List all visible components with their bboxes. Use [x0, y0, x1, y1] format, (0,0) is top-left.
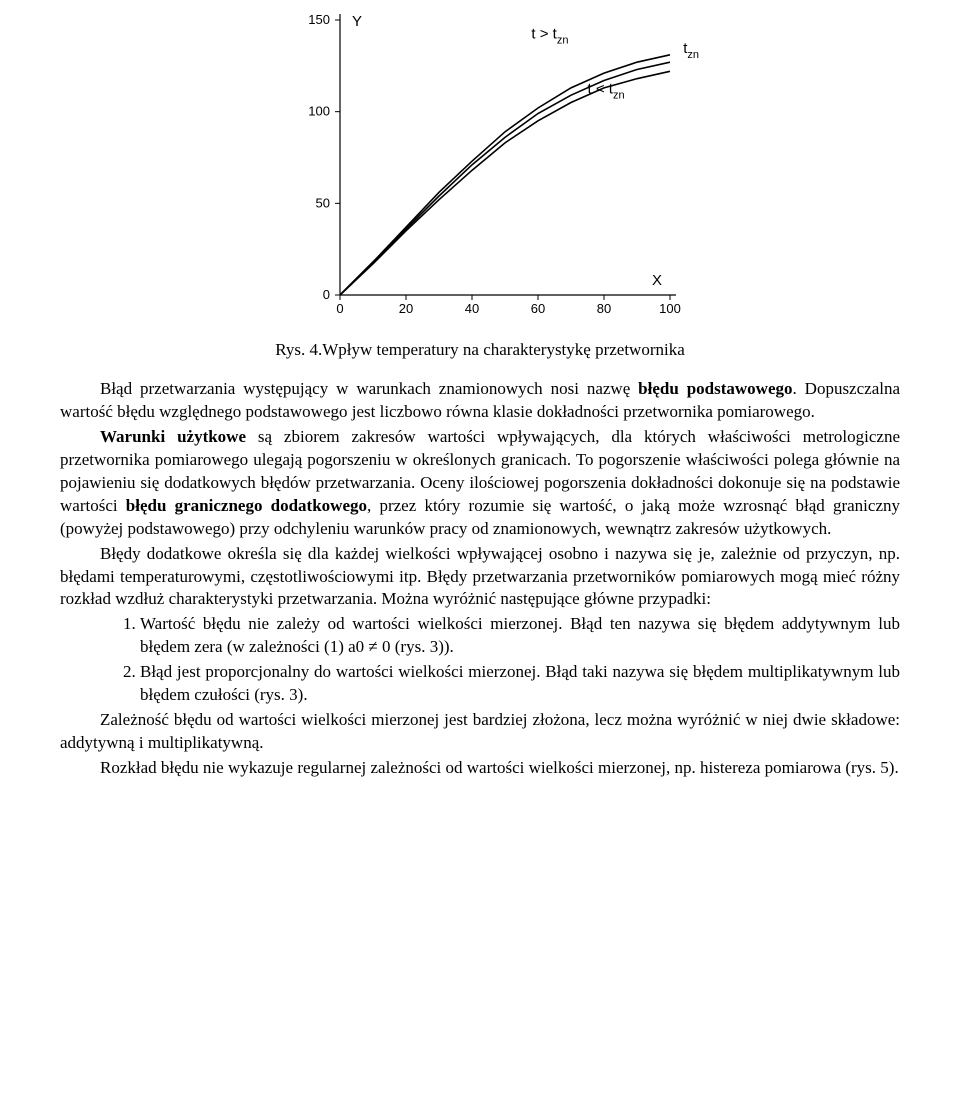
- temperature-influence-chart: 020406080100050100150XYt > tzntznt < tzn: [250, 0, 710, 330]
- case-1: Wartość błędu nie zależy od wartości wie…: [140, 613, 900, 659]
- paragraph-2: Warunki użytkowe są zbiorem zakresów war…: [60, 426, 900, 541]
- case-2: Błąd jest proporcjonalny do wartości wie…: [140, 661, 900, 707]
- svg-text:100: 100: [659, 301, 681, 316]
- svg-text:Y: Y: [352, 13, 362, 30]
- svg-text:40: 40: [465, 301, 479, 316]
- term-warunki-uzytkowe: Warunki użytkowe: [100, 427, 246, 446]
- paragraph-4: Zależność błędu od wartości wielkości mi…: [60, 709, 900, 755]
- figure-caption: Rys. 4.Wpływ temperatury na charakteryst…: [60, 340, 900, 360]
- svg-text:tzn: tzn: [683, 40, 699, 61]
- svg-text:0: 0: [323, 287, 330, 302]
- svg-text:0: 0: [336, 301, 343, 316]
- term-blad-podstawowy: błędu podstawowego: [638, 379, 792, 398]
- svg-text:20: 20: [399, 301, 413, 316]
- svg-text:X: X: [652, 272, 662, 289]
- paragraph-1: Błąd przetwarzania występujący w warunka…: [60, 378, 900, 424]
- svg-text:100: 100: [308, 104, 330, 119]
- chart-container: 020406080100050100150XYt > tzntznt < tzn: [60, 0, 900, 330]
- svg-text:50: 50: [316, 195, 330, 210]
- cases-list: Wartość błędu nie zależy od wartości wie…: [60, 613, 900, 707]
- svg-text:60: 60: [531, 301, 545, 316]
- para1-lead: Błąd przetwarzania występujący w warunka…: [100, 379, 638, 398]
- body-text: Błąd przetwarzania występujący w warunka…: [60, 378, 900, 780]
- svg-text:80: 80: [597, 301, 611, 316]
- svg-text:t > tzn: t > tzn: [531, 25, 568, 46]
- svg-text:150: 150: [308, 12, 330, 27]
- term-blad-graniczny-dodatkowy: błędu granicznego dodatkowego: [126, 496, 367, 515]
- paragraph-3: Błędy dodatkowe określa się dla każdej w…: [60, 543, 900, 612]
- paragraph-5: Rozkład błędu nie wykazuje regularnej za…: [60, 757, 900, 780]
